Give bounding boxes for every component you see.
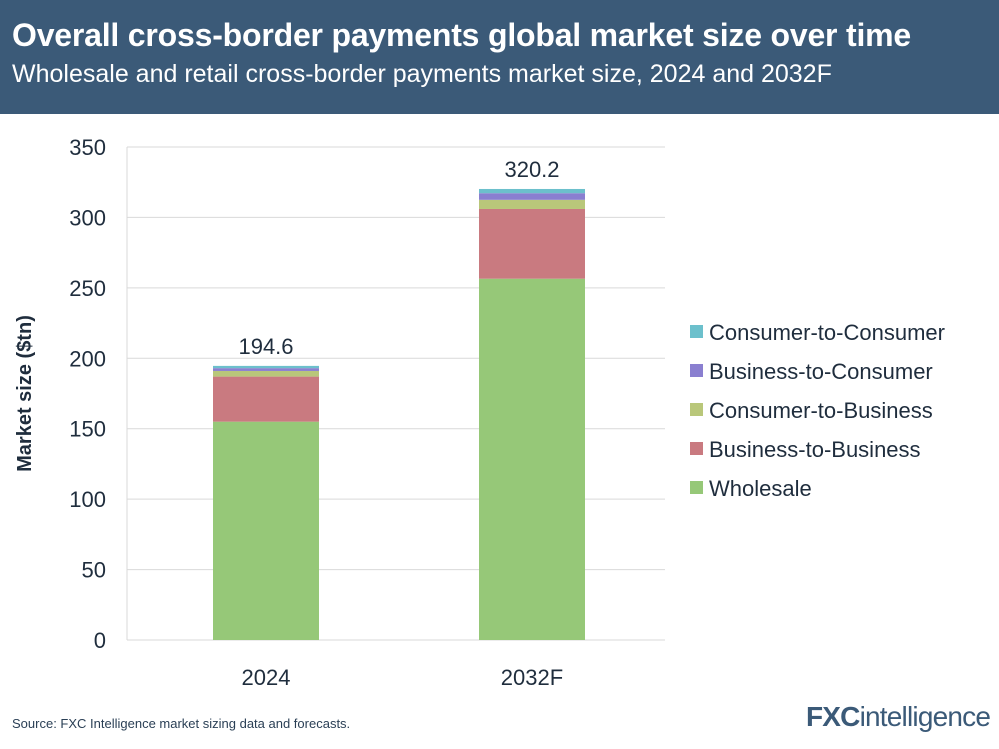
legend-swatch <box>690 364 703 377</box>
legend-label: Consumer-to-Consumer <box>709 320 945 345</box>
y-tick-label: 100 <box>69 487 106 512</box>
legend-label: Business-to-Business <box>709 437 921 462</box>
page-title: Overall cross-border payments global mar… <box>12 17 911 53</box>
logo-intelligence-text: intelligence <box>859 701 991 732</box>
x-tick-label: 2024 <box>242 665 291 690</box>
bar-segment-business-to-consumer <box>213 368 319 371</box>
y-tick-label: 300 <box>69 205 106 230</box>
legend-label: Wholesale <box>709 476 812 501</box>
legend-swatch <box>690 442 703 455</box>
bar-segment-consumer-to-consumer <box>479 188 585 194</box>
logo-fxc-text: FXC <box>806 701 860 732</box>
y-tick-label: 250 <box>69 276 106 301</box>
y-tick-label: 150 <box>69 417 106 442</box>
bar-segment-consumer-to-business <box>213 370 319 377</box>
bar-segment-consumer-to-business <box>479 199 585 209</box>
y-tick-label: 350 <box>69 135 106 160</box>
y-axis-title: Market size ($tn) <box>14 315 36 472</box>
legend-swatch <box>690 481 703 494</box>
y-tick-label: 0 <box>94 628 106 653</box>
legend-label: Business-to-Consumer <box>709 359 933 384</box>
fxc-intelligence-logo: FXCintelligence <box>806 701 991 733</box>
legend-swatch <box>690 325 703 338</box>
bar-total-label: 320.2 <box>504 157 559 182</box>
source-note: Source: FXC Intelligence market sizing d… <box>12 716 351 731</box>
stacked-bar-chart: 0 50 100 150 200 250 300 350 Market size ($tn) 19… <box>14 135 945 690</box>
bar-segment-business-to-consumer <box>479 193 585 200</box>
bar-segment-wholesale <box>479 278 585 640</box>
bar-segment-consumer-to-consumer <box>213 365 319 369</box>
y-tick-label: 200 <box>69 346 106 371</box>
header-banner: Overall cross-border payments global mar… <box>0 0 999 114</box>
y-tick-label: 50 <box>82 558 106 583</box>
bar-segment-business-to-business <box>213 376 319 422</box>
page-subtitle: Wholesale and retail cross-border paymen… <box>12 60 832 88</box>
bar-segment-business-to-business <box>479 208 585 279</box>
bar-total-label: 194.6 <box>238 334 293 359</box>
bar-segment-wholesale <box>213 421 319 640</box>
x-tick-label: 2032F <box>501 665 563 690</box>
legend-label: Consumer-to-Business <box>709 398 933 423</box>
legend-swatch <box>690 403 703 416</box>
